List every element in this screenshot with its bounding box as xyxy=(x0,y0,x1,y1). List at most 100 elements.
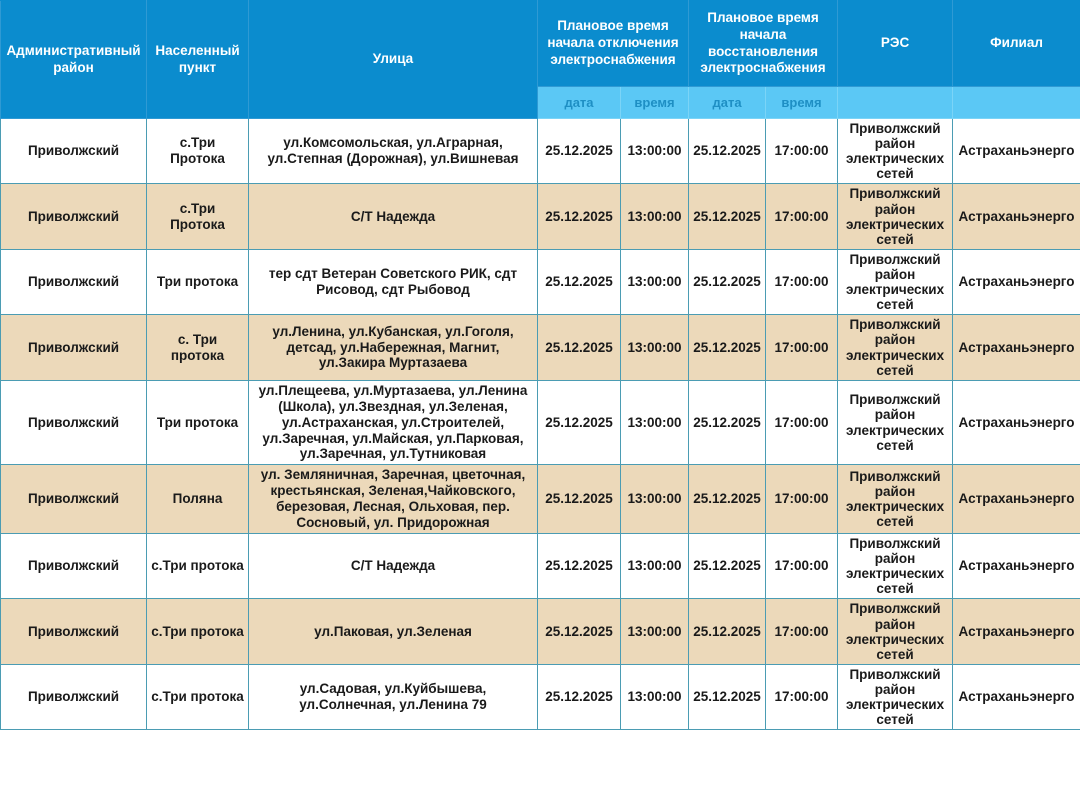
cell-locality: с.Три Протока xyxy=(146,117,249,185)
column-header-locality: Населенный пункт xyxy=(146,0,249,119)
table-row: Приволжский с.Три Протока С/Т Надежда 25.12… xyxy=(0,183,1080,250)
cell-restore-time: 17:00:00 xyxy=(765,379,839,466)
table-row: Приволжский Три протока ул.Плещеева, ул.Му… xyxy=(0,379,1080,466)
subcolumn-header-restore-time: время xyxy=(765,86,839,119)
cell-outage-time: 13:00:00 xyxy=(619,183,690,250)
cell-locality: с.Три Протока xyxy=(146,183,249,250)
cell-locality: с.Три протока xyxy=(146,598,249,665)
cell-branch: Астраханьэнерго xyxy=(952,663,1080,731)
cell-locality: с.Три протока xyxy=(146,663,249,731)
power-outage-schedule-table: Административный район Населенный пункт … xyxy=(0,0,1080,731)
cell-restore-date: 25.12.2025 xyxy=(688,533,767,600)
cell-outage-date: 25.12.2025 xyxy=(537,598,621,665)
cell-district: Приволжский xyxy=(0,533,147,600)
column-header-res: РЭС xyxy=(837,0,954,87)
cell-outage-time: 13:00:00 xyxy=(619,464,690,535)
table-body: Приволжский с.Три Протока ул.Комсомольская… xyxy=(0,117,1080,731)
subcolumn-header-restore-date: дата xyxy=(688,86,767,119)
column-header-branch: Филиал xyxy=(952,0,1080,87)
table-row: Приволжский Три протока тер сдт Ветеран Со… xyxy=(0,248,1080,316)
cell-restore-date: 25.12.2025 xyxy=(688,248,767,316)
cell-street: С/Т Надежда xyxy=(248,183,538,250)
cell-res: Приволжский район электрических сетей xyxy=(837,379,954,466)
column-header-district: Административный район xyxy=(0,0,147,119)
cell-outage-date: 25.12.2025 xyxy=(537,314,621,381)
cell-street: ул.Плещеева, ул.Муртазаева, ул.Ленина (Ш… xyxy=(248,379,538,466)
cell-restore-date: 25.12.2025 xyxy=(688,117,767,185)
cell-outage-date: 25.12.2025 xyxy=(537,464,621,535)
cell-branch: Астраханьэнерго xyxy=(952,598,1080,665)
cell-restore-date: 25.12.2025 xyxy=(688,379,767,466)
subcolumn-header-res-blank xyxy=(837,86,954,119)
cell-res: Приволжский район электрических сетей xyxy=(837,598,954,665)
cell-outage-time: 13:00:00 xyxy=(619,379,690,466)
cell-district: Приволжский xyxy=(0,464,147,535)
cell-res: Приволжский район электрических сетей xyxy=(837,117,954,185)
subcolumn-header-branch-blank xyxy=(952,86,1080,119)
table-row: Приволжский с.Три Протока ул.Комсомольская… xyxy=(0,117,1080,185)
table-row: Приволжский с.Три протока ул.Паковая, ул.З… xyxy=(0,598,1080,665)
cell-street: ул.Паковая, ул.Зеленая xyxy=(248,598,538,665)
header-row-sub: дата время дата время xyxy=(1,86,1080,119)
cell-street: тер сдт Ветеран Советского РИК, сдт Рисо… xyxy=(248,248,538,316)
cell-street: ул.Садовая, ул.Куйбышева, ул.Солнечная, … xyxy=(248,663,538,731)
cell-restore-date: 25.12.2025 xyxy=(688,663,767,731)
cell-outage-date: 25.12.2025 xyxy=(537,183,621,250)
subcolumn-header-outage-date: дата xyxy=(537,86,621,119)
cell-restore-date: 25.12.2025 xyxy=(688,183,767,250)
header-row-main: Административный район Населенный пункт … xyxy=(0,0,1080,119)
cell-district: Приволжский xyxy=(0,663,147,731)
cell-restore-time: 17:00:00 xyxy=(765,464,839,535)
cell-res: Приволжский район электрических сетей xyxy=(837,533,954,600)
cell-district: Приволжский xyxy=(0,117,147,185)
cell-outage-date: 25.12.2025 xyxy=(537,379,621,466)
cell-district: Приволжский xyxy=(0,314,147,381)
cell-branch: Астраханьэнерго xyxy=(952,379,1080,466)
table-header: Административный район Населенный пункт … xyxy=(0,0,1080,119)
cell-outage-date: 25.12.2025 xyxy=(537,533,621,600)
cell-restore-time: 17:00:00 xyxy=(765,533,839,600)
cell-outage-time: 13:00:00 xyxy=(619,663,690,731)
cell-branch: Астраханьэнерго xyxy=(952,248,1080,316)
cell-outage-time: 13:00:00 xyxy=(619,117,690,185)
cell-branch: Астраханьэнерго xyxy=(952,314,1080,381)
cell-street: ул.Комсомольская, ул.Аграрная, ул.Степна… xyxy=(248,117,538,185)
cell-outage-date: 25.12.2025 xyxy=(537,117,621,185)
cell-restore-date: 25.12.2025 xyxy=(688,464,767,535)
cell-street: С/Т Надежда xyxy=(248,533,538,600)
table-row: Приволжский Поляна ул. Земляничная, Заречн… xyxy=(0,464,1080,535)
cell-outage-time: 13:00:00 xyxy=(619,533,690,600)
column-header-restore-start: Плановое время начала восстановления эле… xyxy=(688,0,839,87)
cell-restore-time: 17:00:00 xyxy=(765,663,839,731)
cell-outage-date: 25.12.2025 xyxy=(537,663,621,731)
cell-district: Приволжский xyxy=(0,248,147,316)
cell-outage-date: 25.12.2025 xyxy=(537,248,621,316)
cell-res: Приволжский район электрических сетей xyxy=(837,248,954,316)
cell-locality: Три протока xyxy=(146,248,249,316)
cell-outage-time: 13:00:00 xyxy=(619,248,690,316)
cell-restore-time: 17:00:00 xyxy=(765,248,839,316)
cell-district: Приволжский xyxy=(0,183,147,250)
cell-street: ул.Ленина, ул.Кубанская, ул.Гоголя, детс… xyxy=(248,314,538,381)
cell-outage-time: 13:00:00 xyxy=(619,314,690,381)
table-row: Приволжский с.Три протока С/Т Надежда 25.12… xyxy=(0,533,1080,600)
cell-locality: Три протока xyxy=(146,379,249,466)
cell-restore-time: 17:00:00 xyxy=(765,314,839,381)
cell-restore-time: 17:00:00 xyxy=(765,183,839,250)
cell-branch: Астраханьэнерго xyxy=(952,183,1080,250)
table-row: Приволжский с. Три протока ул.Ленина, ул.К… xyxy=(0,314,1080,381)
column-header-street: Улица xyxy=(248,0,538,119)
subcolumn-header-outage-time: время xyxy=(619,86,690,119)
column-header-outage-start: Плановое время начала отключения электро… xyxy=(536,0,690,87)
cell-branch: Астраханьэнерго xyxy=(952,117,1080,185)
table-row: Приволжский с.Три протока ул.Садовая, ул.К… xyxy=(0,663,1080,731)
cell-res: Приволжский район электрических сетей xyxy=(837,663,954,731)
cell-district: Приволжский xyxy=(0,598,147,665)
cell-locality: с.Три протока xyxy=(146,533,249,600)
cell-res: Приволжский район электрических сетей xyxy=(837,183,954,250)
cell-restore-date: 25.12.2025 xyxy=(688,314,767,381)
cell-res: Приволжский район электрических сетей xyxy=(837,314,954,381)
cell-outage-time: 13:00:00 xyxy=(619,598,690,665)
cell-restore-time: 17:00:00 xyxy=(765,117,839,185)
cell-branch: Астраханьэнерго xyxy=(952,464,1080,535)
